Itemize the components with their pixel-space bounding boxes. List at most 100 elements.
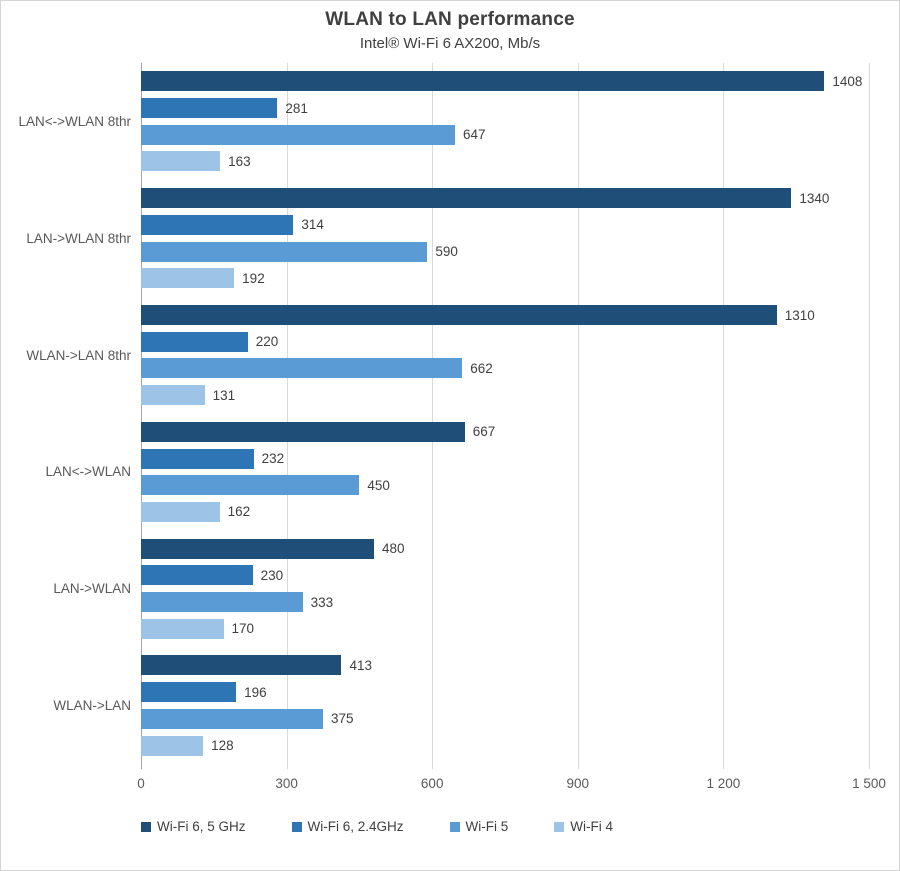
bar-row: 590 bbox=[141, 238, 869, 265]
bar-row: 1340 bbox=[141, 185, 869, 212]
bar-group: 480 230 333 170 bbox=[141, 530, 869, 647]
bar-wi-fi-5 bbox=[141, 475, 360, 496]
bar-row: 230 bbox=[141, 562, 869, 589]
bar-wi-fi-4 bbox=[141, 385, 205, 406]
value-label: 413 bbox=[349, 657, 372, 673]
bar-wi-fi-5 bbox=[141, 592, 303, 613]
bar-group: 1340 314 590 192 bbox=[141, 180, 869, 297]
axis-tick-label: 300 bbox=[275, 776, 298, 791]
category-label: WLAN->LAN bbox=[53, 698, 131, 714]
bar-group: 413 196 375 128 bbox=[141, 647, 869, 764]
bar-row: 667 bbox=[141, 418, 869, 445]
axis-tick-label: 900 bbox=[566, 776, 590, 791]
bar-row: 413 bbox=[141, 652, 869, 679]
bar-row: 662 bbox=[141, 355, 869, 382]
bar-wi-fi-6-2-4ghz bbox=[141, 682, 237, 703]
bar-row: 232 bbox=[141, 445, 869, 472]
value-label: 314 bbox=[301, 217, 324, 233]
bar-group: 667 232 450 162 bbox=[141, 413, 869, 530]
legend-item: Wi-Fi 6, 5 GHz bbox=[141, 819, 246, 834]
bar-group: 1310 220 662 131 bbox=[141, 297, 869, 414]
bar-wi-fi-6-2-4ghz bbox=[141, 448, 254, 469]
bar-row: 647 bbox=[141, 121, 869, 148]
bar-wi-fi-5 bbox=[141, 124, 455, 145]
value-label: 196 bbox=[244, 684, 267, 700]
category-label: LAN->WLAN bbox=[53, 581, 131, 597]
legend-swatch-icon bbox=[449, 821, 460, 832]
axis-tick-label: 600 bbox=[420, 776, 444, 791]
bar-wi-fi-4 bbox=[141, 268, 235, 289]
bar-row: 170 bbox=[141, 615, 869, 642]
bar-row: 281 bbox=[141, 95, 869, 122]
bar-row: 220 bbox=[141, 328, 869, 355]
value-label: 131 bbox=[212, 387, 236, 403]
value-label: 667 bbox=[472, 424, 496, 440]
value-label: 375 bbox=[331, 711, 354, 727]
bar-wi-fi-4 bbox=[141, 151, 221, 172]
value-label: 1408 bbox=[832, 73, 863, 89]
value-label: 647 bbox=[463, 127, 486, 143]
value-label: 662 bbox=[470, 360, 493, 376]
bar-row: 163 bbox=[141, 148, 869, 175]
bar-wi-fi-6-2-4ghz bbox=[141, 565, 253, 586]
bar-wi-fi-6-5-ghz bbox=[141, 421, 465, 442]
value-label: 333 bbox=[310, 594, 334, 610]
plot-area: 1408 281 647 163 1340 314 590 192 1310 220 662 131 6… bbox=[141, 63, 870, 769]
gridline bbox=[869, 63, 870, 769]
bar-group: 1408 281 647 163 bbox=[141, 63, 869, 180]
legend-swatch-icon bbox=[141, 821, 151, 832]
value-label: 192 bbox=[242, 270, 265, 286]
category-label: WLAN->LAN 8thr bbox=[26, 347, 131, 363]
bar-wi-fi-4 bbox=[141, 735, 204, 756]
category-label: LAN->WLAN 8thr bbox=[26, 230, 131, 246]
category-axis-labels: LAN<->WLAN 8thr LAN->WLAN 8thr WLAN->LAN 8… bbox=[1, 63, 141, 764]
bar-wi-fi-5 bbox=[141, 241, 428, 262]
chart-title: WLAN to LAN performance bbox=[325, 9, 575, 30]
legend-label: Wi-Fi 6, 2.4GHz bbox=[307, 819, 404, 834]
value-label: 232 bbox=[261, 451, 285, 467]
legend: Wi-Fi 6, 5 GHz Wi-Fi 6, 2.4GHz Wi-Fi 5 Wi-F… bbox=[141, 819, 613, 834]
value-label: 162 bbox=[227, 504, 251, 520]
legend-label: Wi-Fi 4 bbox=[570, 819, 614, 834]
value-label: 450 bbox=[367, 477, 390, 493]
value-label: 590 bbox=[435, 244, 458, 260]
value-label: 230 bbox=[260, 567, 284, 583]
legend-label: Wi-Fi 5 bbox=[465, 819, 509, 834]
value-label: 1340 bbox=[799, 190, 830, 206]
value-label: 170 bbox=[231, 621, 255, 637]
value-label: 220 bbox=[255, 334, 279, 350]
bar-wi-fi-6-2-4ghz bbox=[141, 331, 248, 352]
bar-wi-fi-6-2-4ghz bbox=[141, 98, 278, 119]
value-label: 163 bbox=[228, 153, 251, 169]
bar-wi-fi-4 bbox=[141, 501, 220, 522]
bar-row: 131 bbox=[141, 382, 869, 409]
category-label: LAN<->WLAN bbox=[45, 464, 131, 480]
bar-wi-fi-6-5-ghz bbox=[141, 655, 342, 676]
bar-wi-fi-6-5-ghz bbox=[141, 538, 374, 559]
bar-row: 192 bbox=[141, 265, 869, 292]
bar-row: 162 bbox=[141, 499, 869, 526]
bar-row: 450 bbox=[141, 472, 869, 499]
bar-wi-fi-6-5-ghz bbox=[141, 71, 825, 92]
bar-row: 128 bbox=[141, 732, 869, 759]
bar-row: 196 bbox=[141, 679, 869, 706]
axis-tick-label: 1 200 bbox=[706, 776, 741, 791]
legend-item: Wi-Fi 4 bbox=[554, 819, 613, 834]
value-label: 480 bbox=[381, 541, 405, 557]
bar-wi-fi-6-2-4ghz bbox=[141, 214, 294, 235]
value-label: 281 bbox=[285, 100, 308, 116]
value-label: 1310 bbox=[784, 307, 815, 323]
bar-wi-fi-5 bbox=[141, 708, 323, 729]
legend-item: Wi-Fi 5 bbox=[449, 819, 509, 834]
bar-wi-fi-5 bbox=[141, 358, 463, 379]
bar-row: 333 bbox=[141, 589, 869, 616]
bar-wi-fi-6-5-ghz bbox=[141, 188, 792, 209]
bar-groups: 1408 281 647 163 1340 314 590 192 1310 220 662 131 6… bbox=[141, 63, 869, 764]
bar-row: 1310 bbox=[141, 302, 869, 329]
bar-wi-fi-4 bbox=[141, 618, 224, 639]
bar-row: 314 bbox=[141, 212, 869, 239]
legend-label: Wi-Fi 6, 5 GHz bbox=[157, 819, 246, 834]
bar-row: 375 bbox=[141, 706, 869, 733]
legend-item: Wi-Fi 6, 2.4GHz bbox=[291, 819, 404, 834]
